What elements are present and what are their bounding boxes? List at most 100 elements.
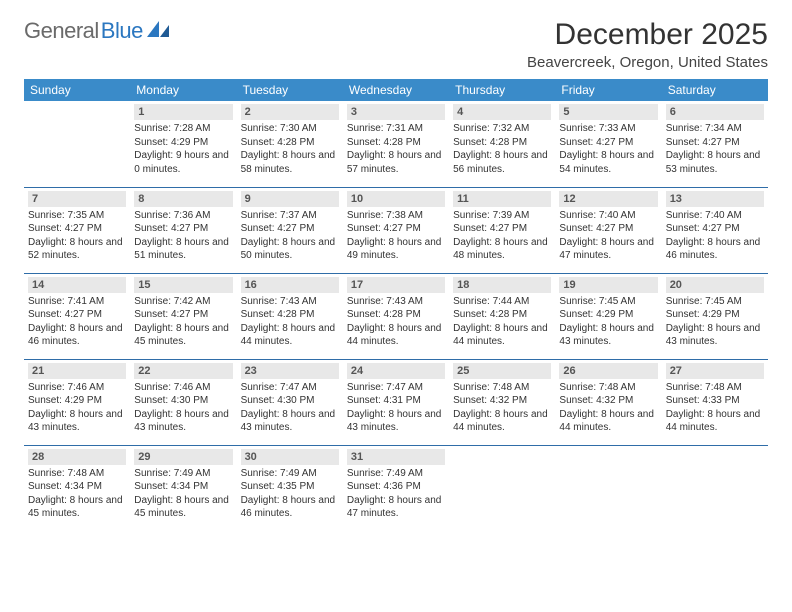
day-number: 16 xyxy=(241,277,339,293)
calendar-day-cell: 8Sunrise: 7:36 AMSunset: 4:27 PMDaylight… xyxy=(130,187,236,273)
sunset-line: Sunset: 4:28 PM xyxy=(347,137,421,148)
day-details: Sunrise: 7:43 AMSunset: 4:28 PMDaylight:… xyxy=(347,295,445,349)
sunrise-line: Sunrise: 7:40 AM xyxy=(666,210,742,221)
daylight-line: Daylight: 8 hours and 47 minutes. xyxy=(347,495,442,520)
daylight-line: Daylight: 8 hours and 44 minutes. xyxy=(453,323,548,348)
sunset-line: Sunset: 4:34 PM xyxy=(134,481,208,492)
day-number: 4 xyxy=(453,104,551,120)
sunrise-line: Sunrise: 7:31 AM xyxy=(347,123,423,134)
sunrise-line: Sunrise: 7:48 AM xyxy=(28,468,104,479)
day-number: 29 xyxy=(134,449,232,465)
calendar-week-row: 1Sunrise: 7:28 AMSunset: 4:29 PMDaylight… xyxy=(24,101,768,187)
calendar-day-cell: 1Sunrise: 7:28 AMSunset: 4:29 PMDaylight… xyxy=(130,101,236,187)
day-number: 22 xyxy=(134,363,232,379)
day-details: Sunrise: 7:41 AMSunset: 4:27 PMDaylight:… xyxy=(28,295,126,349)
sunset-line: Sunset: 4:33 PM xyxy=(666,395,740,406)
day-number: 24 xyxy=(347,363,445,379)
calendar-header-row: SundayMondayTuesdayWednesdayThursdayFrid… xyxy=(24,79,768,101)
calendar-day-cell: 26Sunrise: 7:48 AMSunset: 4:32 PMDayligh… xyxy=(555,359,661,445)
calendar-day-cell: 15Sunrise: 7:42 AMSunset: 4:27 PMDayligh… xyxy=(130,273,236,359)
day-header: Sunday xyxy=(24,79,130,101)
day-details: Sunrise: 7:48 AMSunset: 4:32 PMDaylight:… xyxy=(453,381,551,435)
daylight-line: Daylight: 8 hours and 43 minutes. xyxy=(241,409,336,434)
calendar-page: GeneralBlue December 2025 Beavercreek, O… xyxy=(0,0,792,543)
sunrise-line: Sunrise: 7:32 AM xyxy=(453,123,529,134)
daylight-line: Daylight: 8 hours and 43 minutes. xyxy=(134,409,229,434)
day-number: 31 xyxy=(347,449,445,465)
sunset-line: Sunset: 4:28 PM xyxy=(453,309,527,320)
sunset-line: Sunset: 4:28 PM xyxy=(241,309,315,320)
calendar-day-cell: 28Sunrise: 7:48 AMSunset: 4:34 PMDayligh… xyxy=(24,445,130,531)
day-number: 3 xyxy=(347,104,445,120)
day-number: 13 xyxy=(666,191,764,207)
sunrise-line: Sunrise: 7:46 AM xyxy=(28,382,104,393)
daylight-line: Daylight: 8 hours and 47 minutes. xyxy=(559,237,654,262)
sunrise-line: Sunrise: 7:49 AM xyxy=(347,468,423,479)
day-number: 26 xyxy=(559,363,657,379)
daylight-line: Daylight: 8 hours and 45 minutes. xyxy=(28,495,123,520)
sunset-line: Sunset: 4:27 PM xyxy=(28,223,102,234)
calendar-day-cell: 17 Sunrise: 7:43 AMSunset: 4:28 PMDayligh… xyxy=(343,273,449,359)
page-header: GeneralBlue December 2025 Beavercreek, O… xyxy=(24,18,768,71)
logo-sail-icon xyxy=(147,19,173,44)
sunrise-line: Sunrise: 7:46 AM xyxy=(134,382,210,393)
day-number: 17 xyxy=(347,277,445,293)
day-header: Tuesday xyxy=(237,79,343,101)
calendar-week-row: 7 Sunrise: 7:35 AM Sunset: 4:27 PM Daylight… xyxy=(24,187,768,273)
day-number: 9 xyxy=(241,191,339,207)
calendar-table: SundayMondayTuesdayWednesdayThursdayFrid… xyxy=(24,79,768,531)
day-details: Sunrise: 7:33 AMSunset: 4:27 PMDaylight:… xyxy=(559,122,657,176)
calendar-day-cell: 3Sunrise: 7:31 AMSunset: 4:28 PMDaylight… xyxy=(343,101,449,187)
sunset-line: Sunset: 4:31 PM xyxy=(347,395,421,406)
day-details: Sunrise: 7:45 AMSunset: 4:29 PMDaylight:… xyxy=(559,295,657,349)
sunset-line: Sunset: 4:27 PM xyxy=(134,309,208,320)
sunset-line: Sunset: 4:27 PM xyxy=(666,223,740,234)
calendar-day-cell xyxy=(449,445,555,531)
sunset-line: Sunset: 4:27 PM xyxy=(453,223,527,234)
daylight-line: Daylight: 8 hours and 43 minutes. xyxy=(559,323,654,348)
sunset-line: Sunset: 4:28 PM xyxy=(453,137,527,148)
calendar-day-cell xyxy=(555,445,661,531)
day-number: 19 xyxy=(559,277,657,293)
daylight-line: Daylight: 8 hours and 45 minutes. xyxy=(134,495,229,520)
sunrise-line: Sunrise: 7:35 AM xyxy=(28,210,104,221)
calendar-day-cell: 12Sunrise: 7:40 AMSunset: 4:27 PMDayligh… xyxy=(555,187,661,273)
daylight-line: Daylight: 8 hours and 50 minutes. xyxy=(241,237,336,262)
sunset-line: Sunset: 4:29 PM xyxy=(28,395,102,406)
title-block: December 2025 Beavercreek, Oregon, Unite… xyxy=(527,18,768,71)
daylight-line: Daylight: 8 hours and 52 minutes. xyxy=(28,237,123,262)
day-details: Sunrise: 7:40 AM Sunset: 4:27 PM Daylight:… xyxy=(666,209,764,263)
sunset-line: Sunset: 4:30 PM xyxy=(241,395,315,406)
day-number: 21 xyxy=(28,363,126,379)
day-details: Sunrise: 7:48 AMSunset: 4:33 PMDaylight:… xyxy=(666,381,764,435)
day-number: 7 xyxy=(28,191,126,207)
sunset-line: Sunset: 4:27 PM xyxy=(559,137,633,148)
calendar-day-cell: 16Sunrise: 7:43 AMSunset: 4:28 PMDayligh… xyxy=(237,273,343,359)
sunrise-line: Sunrise: 7:48 AM xyxy=(666,382,742,393)
calendar-day-cell xyxy=(24,101,130,187)
day-number: 20 xyxy=(666,277,764,293)
day-details: Sunrise: 7:39 AMSunset: 4:27 PMDaylight:… xyxy=(453,209,551,263)
day-number: 10 xyxy=(347,191,445,207)
sunrise-line: Sunrise: 7:36 AM xyxy=(134,210,210,221)
day-details: Sunrise: 7:38 AMSunset: 4:27 PMDaylight:… xyxy=(347,209,445,263)
daylight-line: Daylight: 8 hours and 46 minutes. xyxy=(28,323,123,348)
day-header: Wednesday xyxy=(343,79,449,101)
sunset-line: Sunset: 4:27 PM xyxy=(559,223,633,234)
sunrise-line: Sunrise: 7:45 AM xyxy=(666,296,742,307)
sunset-line: Sunset: 4:34 PM xyxy=(28,481,102,492)
day-header: Monday xyxy=(130,79,236,101)
sunset-line: Sunset: 4:29 PM xyxy=(666,309,740,320)
day-number: 12 xyxy=(559,191,657,207)
day-details: Sunrise: 7:31 AMSunset: 4:28 PMDaylight:… xyxy=(347,122,445,176)
sunset-line: Sunset: 4:27 PM xyxy=(28,309,102,320)
sunset-line: Sunset: 4:35 PM xyxy=(241,481,315,492)
day-details: Sunrise: 7:47 AMSunset: 4:31 PMDaylight:… xyxy=(347,381,445,435)
sunrise-line: Sunrise: 7:48 AM xyxy=(559,382,635,393)
day-number: 11 xyxy=(453,191,551,207)
daylight-line: Daylight: 8 hours and 46 minutes. xyxy=(666,237,761,262)
day-number: 15 xyxy=(134,277,232,293)
sunset-line: Sunset: 4:36 PM xyxy=(347,481,421,492)
sunset-line: Sunset: 4:29 PM xyxy=(134,137,208,148)
sunrise-line: Sunrise: 7:33 AM xyxy=(559,123,635,134)
